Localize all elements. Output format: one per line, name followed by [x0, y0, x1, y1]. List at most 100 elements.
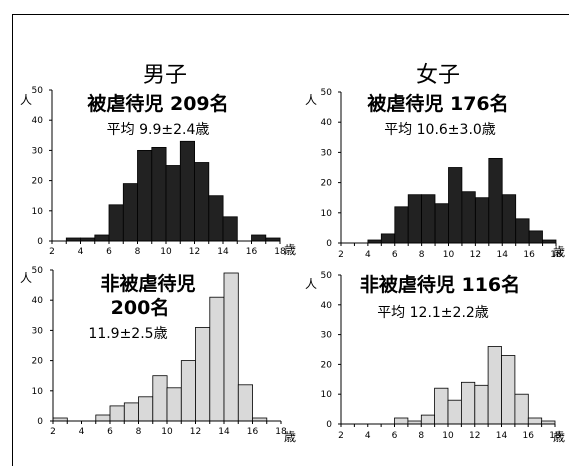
x-tick-label: 2 — [50, 427, 56, 437]
y-unit: 人 — [20, 93, 32, 107]
histogram-bar — [474, 384, 489, 425]
histogram-bar — [180, 360, 197, 422]
histogram-bar — [138, 396, 154, 422]
y-unit: 人 — [305, 277, 317, 291]
histogram-bar — [209, 296, 225, 422]
x-tick-label: 18 — [275, 427, 287, 437]
histogram-bar — [421, 194, 436, 244]
histogram-bar — [447, 399, 462, 425]
y-tick-label: 10 — [32, 207, 44, 217]
histogram-bar — [151, 146, 167, 242]
histogram-bar — [407, 194, 423, 244]
boys-label: 男子 — [143, 63, 187, 88]
panel-title: 被虐待児 176名 — [367, 92, 508, 115]
x-tick-label: 4 — [78, 247, 84, 257]
x-tick-label: 4 — [365, 250, 371, 260]
y-tick-label: 50 — [321, 88, 333, 98]
histogram-bar — [195, 326, 211, 422]
histogram-bar — [501, 355, 516, 425]
x-tick-label: 10 — [442, 431, 454, 441]
histogram-bar — [461, 191, 476, 244]
panel-subtitle: 11.9±2.5歳 — [88, 326, 167, 342]
histogram-bar — [434, 387, 449, 425]
histogram-bar — [94, 234, 110, 242]
x-tick-label: 2 — [338, 250, 344, 260]
x-tick-label: 14 — [496, 431, 508, 441]
panel-subtitle: 平均 12.1±2.2歳 — [377, 305, 489, 321]
x-tick-label: 12 — [470, 250, 481, 260]
histogram-bar — [137, 149, 153, 242]
x-tick-label: 8 — [135, 247, 141, 257]
histogram-bar — [514, 393, 529, 425]
y-tick-label: 50 — [321, 271, 333, 281]
x-tick-label: 8 — [136, 427, 142, 437]
x-tick-label: 10 — [160, 247, 172, 257]
y-tick-label: 30 — [321, 331, 333, 341]
figure-frame — [12, 14, 569, 466]
histogram-bar — [460, 381, 476, 425]
x-tick-label: 16 — [523, 250, 535, 260]
y-tick-label: 0 — [37, 417, 43, 427]
y-tick-label: 20 — [32, 357, 44, 367]
histogram-bar — [515, 218, 530, 244]
histogram-bar — [487, 346, 502, 425]
y-tick-label: 10 — [321, 390, 333, 400]
y-tick-label: 20 — [321, 179, 333, 189]
histogram-bar — [380, 233, 396, 244]
histogram-bar — [208, 195, 224, 242]
histogram-bar — [123, 402, 140, 422]
histogram-bar — [501, 194, 517, 244]
panel-subtitle: 平均 10.6±3.0歳 — [384, 122, 496, 138]
histogram-bar — [109, 405, 125, 422]
histogram-bar — [237, 384, 254, 422]
axes: 0 10 20 30 40 50 2 4 6 8 10 12 14 16 18 — [321, 88, 562, 260]
x-tick-label: 6 — [392, 431, 398, 441]
histogram-bar — [165, 165, 181, 242]
y-tick-label: 10 — [321, 209, 333, 219]
y-unit: 人 — [305, 93, 317, 107]
histogram-bar — [394, 417, 409, 425]
x-tick-label: 16 — [523, 431, 535, 441]
y-tick-label: 50 — [32, 86, 44, 96]
y-tick-label: 30 — [32, 326, 44, 336]
axes: 0 10 20 30 40 50 2 4 6 8 10 12 14 16 18 — [321, 271, 561, 441]
x-tick-label: 14 — [218, 427, 230, 437]
x-tick-label: 14 — [497, 250, 509, 260]
y-tick-label: 0 — [37, 237, 43, 247]
y-tick-label: 40 — [32, 296, 44, 306]
panel-title-count: 200名 — [111, 296, 170, 319]
bars — [65, 140, 281, 242]
histogram-bar — [394, 206, 409, 244]
x-unit: 歳 — [553, 245, 565, 259]
histogram-bar — [251, 234, 267, 242]
x-tick-label: 16 — [246, 247, 258, 257]
y-tick-label: 40 — [321, 301, 333, 311]
histogram-bar — [194, 162, 210, 242]
x-tick-label: 18 — [550, 250, 562, 260]
histogram-bar — [434, 203, 449, 244]
histogram-bar — [527, 417, 543, 425]
panel-title: 非被虐待児 — [100, 272, 195, 295]
histogram-bar — [166, 387, 182, 422]
x-tick-label: 12 — [190, 427, 201, 437]
x-tick-label: 16 — [247, 427, 259, 437]
axes: 0 10 20 30 40 50 2 4 6 8 10 12 14 16 18 — [32, 266, 287, 437]
y-tick-label: 10 — [32, 387, 44, 397]
panel-subtitle: 平均 9.9±2.4歳 — [107, 122, 210, 138]
x-tick-label: 12 — [189, 247, 200, 257]
histogram-bar — [152, 375, 168, 422]
x-tick-label: 6 — [392, 250, 398, 260]
x-tick-label: 4 — [79, 427, 85, 437]
y-tick-label: 30 — [32, 146, 44, 156]
x-tick-label: 10 — [161, 427, 173, 437]
x-tick-label: 6 — [106, 247, 112, 257]
panel-title: 被虐待児 209名 — [87, 92, 228, 115]
x-tick-label: 4 — [365, 431, 371, 441]
axes: 0 10 20 30 40 50 2 4 6 8 10 12 14 16 18 — [32, 86, 286, 257]
y-tick-label: 0 — [326, 239, 332, 249]
histogram-bar — [448, 167, 463, 244]
bars — [394, 346, 556, 425]
histogram-bar — [108, 204, 124, 242]
